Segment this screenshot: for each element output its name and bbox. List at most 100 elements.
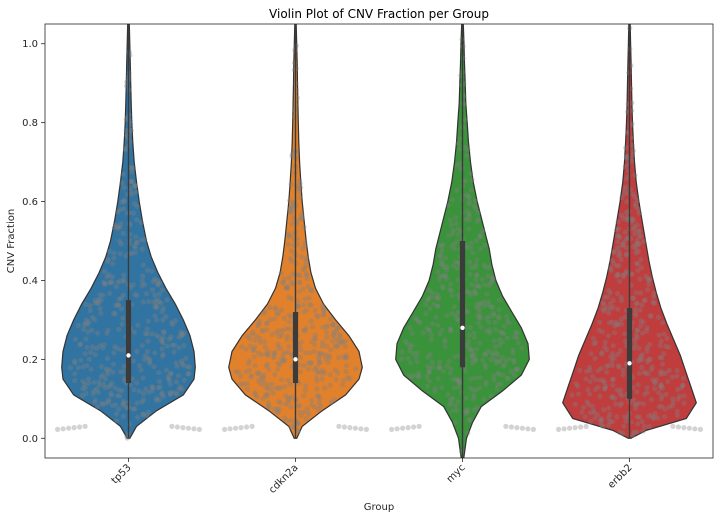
swarm-point xyxy=(630,295,636,301)
swarm-point xyxy=(607,306,614,312)
swarm-point xyxy=(692,426,698,432)
swarm-point xyxy=(462,144,468,150)
swarm-point xyxy=(87,307,93,313)
swarm-point xyxy=(497,329,503,335)
swarm-point xyxy=(320,324,326,330)
swarm-point xyxy=(496,307,502,313)
swarm-point xyxy=(389,426,395,432)
swarm-point xyxy=(454,407,460,413)
swarm-point xyxy=(121,377,127,383)
swarm-point xyxy=(309,402,315,408)
swarm-point xyxy=(456,380,462,386)
swarm-point xyxy=(169,389,175,395)
swarm-point xyxy=(269,381,275,387)
swarm-point xyxy=(284,418,290,424)
swarm-point xyxy=(656,332,662,338)
swarm-point xyxy=(139,399,145,405)
swarm-point xyxy=(454,316,460,322)
swarm-point xyxy=(490,373,497,379)
swarm-point xyxy=(290,215,296,221)
swarm-point xyxy=(624,155,630,162)
swarm-point xyxy=(680,382,686,388)
swarm-point xyxy=(145,338,151,344)
swarm-point xyxy=(466,217,472,223)
swarm-point xyxy=(250,347,256,353)
swarm-point xyxy=(394,426,400,432)
swarm-point xyxy=(634,237,640,244)
swarm-point xyxy=(167,391,173,398)
swarm-point xyxy=(651,294,657,300)
swarm-point xyxy=(93,345,99,352)
swarm-point xyxy=(106,399,112,405)
swarm-point xyxy=(196,426,202,432)
swarm-point xyxy=(298,216,304,222)
swarm-point xyxy=(117,251,123,257)
swarm-point xyxy=(599,349,605,355)
swarm-point xyxy=(275,341,281,347)
swarm-point xyxy=(289,280,295,286)
violin-myc xyxy=(389,24,537,458)
swarm-point xyxy=(602,344,608,350)
swarm-point xyxy=(611,249,617,255)
swarm-point xyxy=(616,278,623,285)
swarm-point xyxy=(464,342,470,348)
swarm-point xyxy=(471,288,477,294)
swarm-point xyxy=(633,250,639,256)
swarm-point xyxy=(439,283,445,289)
swarm-point xyxy=(469,177,475,183)
swarm-point xyxy=(334,325,340,331)
swarm-point xyxy=(444,267,450,273)
swarm-point xyxy=(98,363,104,370)
swarm-point xyxy=(331,397,337,403)
swarm-point xyxy=(164,297,170,303)
swarm-point xyxy=(500,354,506,360)
swarm-point xyxy=(427,351,433,357)
swarm-point xyxy=(341,424,347,430)
swarm-point xyxy=(102,281,108,287)
swarm-point xyxy=(651,414,657,420)
swarm-point xyxy=(247,343,253,349)
swarm-point xyxy=(457,136,463,142)
swarm-point xyxy=(333,376,339,382)
swarm-point xyxy=(572,401,578,407)
swarm-point xyxy=(280,280,286,286)
swarm-point xyxy=(451,246,457,252)
swarm-point xyxy=(624,198,630,205)
swarm-point xyxy=(602,385,608,391)
swarm-point xyxy=(600,306,606,312)
swarm-point xyxy=(634,401,640,407)
swarm-point xyxy=(149,287,156,293)
swarm-point xyxy=(597,377,603,383)
swarm-point xyxy=(352,425,358,431)
swarm-point xyxy=(438,252,444,258)
swarm-point xyxy=(488,393,494,399)
swarm-point xyxy=(632,402,638,408)
swarm-point xyxy=(299,254,305,260)
median-dot-erbb2 xyxy=(627,361,632,366)
swarm-point xyxy=(155,278,161,284)
swarm-point xyxy=(288,424,294,430)
swarm-point xyxy=(80,364,86,370)
swarm-point xyxy=(578,424,584,430)
swarm-point xyxy=(340,339,346,345)
swarm-point xyxy=(243,369,249,375)
swarm-point xyxy=(609,319,615,325)
swarm-point xyxy=(121,206,127,212)
swarm-point xyxy=(272,349,278,355)
swarm-point xyxy=(414,350,420,356)
swarm-point xyxy=(609,257,615,264)
swarm-point xyxy=(142,282,148,288)
swarm-point xyxy=(160,340,166,346)
swarm-point xyxy=(431,301,437,307)
swarm-point xyxy=(112,344,118,350)
swarm-point xyxy=(669,374,675,380)
swarm-point xyxy=(471,351,478,357)
swarm-point xyxy=(424,297,431,303)
swarm-point xyxy=(275,385,281,391)
swarm-point xyxy=(601,407,607,413)
swarm-point xyxy=(302,350,309,356)
swarm-point xyxy=(250,329,256,335)
swarm-point xyxy=(142,237,148,243)
swarm-point xyxy=(646,423,652,430)
swarm-point xyxy=(119,347,125,353)
